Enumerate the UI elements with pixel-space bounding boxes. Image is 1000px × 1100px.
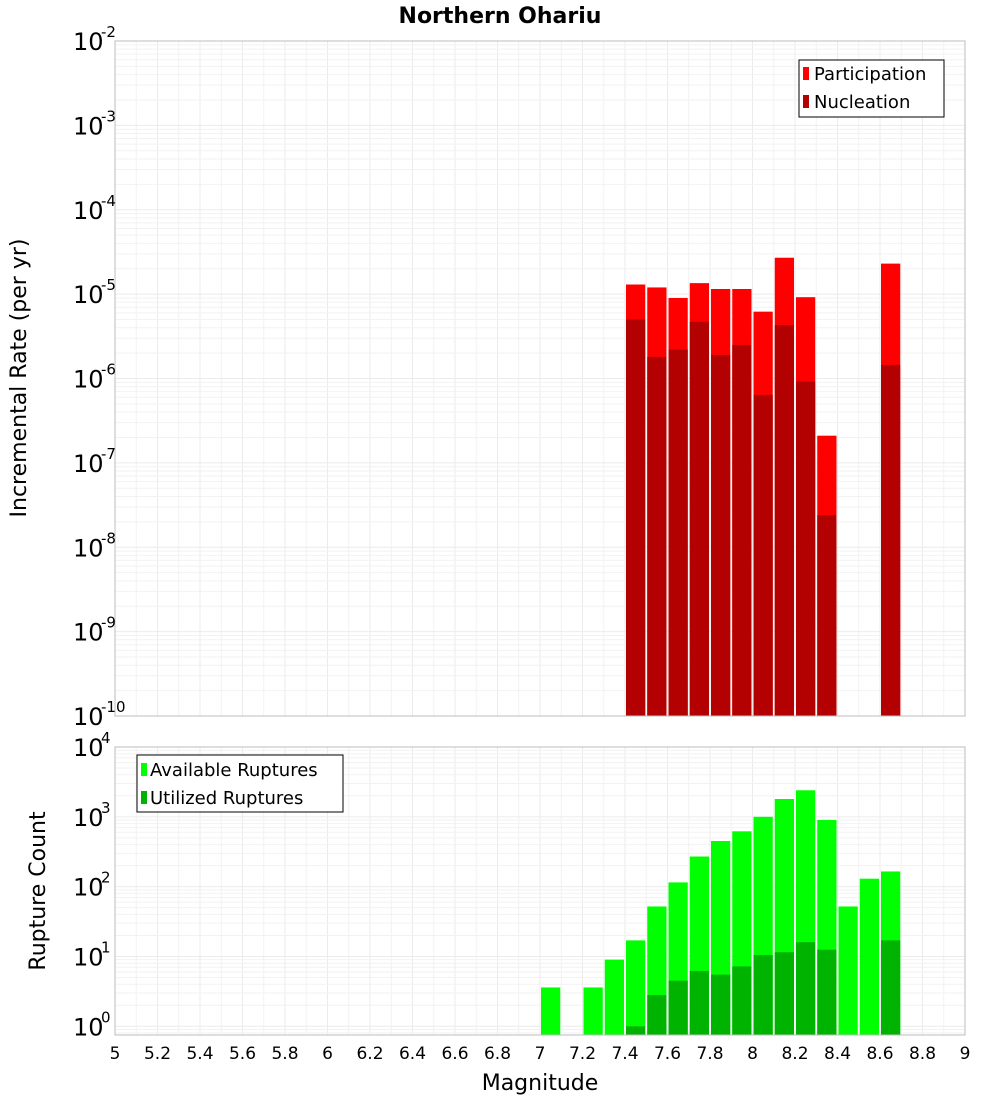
top-y-tick-label: 10 (73, 450, 104, 478)
x-tick-label: 5.4 (186, 1044, 213, 1064)
bottom-y-tick-label: 10 (73, 734, 104, 762)
bottom-y-tick-label: 10 (73, 804, 104, 832)
x-tick-label: 5.2 (144, 1044, 171, 1064)
bottom-y-tick-exponent: 3 (101, 799, 111, 817)
x-tick-label: 6.4 (399, 1044, 426, 1064)
top-y-tick-label: 10 (73, 197, 104, 225)
top-y-tick-exponent: -3 (101, 107, 116, 125)
nucleation-bar (817, 515, 837, 716)
bottom-y-tick-label: 10 (73, 943, 104, 971)
available-ruptures-bar (583, 987, 603, 1035)
nucleation-bar (732, 344, 752, 716)
top-legend-box (798, 59, 945, 118)
utilized-ruptures-bar (647, 995, 667, 1035)
top-y-tick-exponent: -9 (101, 614, 116, 632)
nucleation-bar (647, 356, 667, 716)
bottom-y-tick-exponent: 0 (101, 1008, 111, 1026)
top-y-tick-label: 10 (73, 619, 104, 647)
nucleation-bar (753, 394, 773, 716)
utilized-ruptures-bar (753, 954, 773, 1035)
x-tick-label: 6.2 (356, 1044, 383, 1064)
available-ruptures-bar (604, 959, 624, 1035)
nucleation-bar (711, 354, 731, 716)
utilized-ruptures-bar (817, 949, 837, 1035)
x-tick-label: 6 (322, 1044, 333, 1064)
utilized-ruptures-bar (732, 966, 752, 1035)
x-tick-label: 6.8 (484, 1044, 511, 1064)
available-ruptures-bar (859, 878, 879, 1035)
x-tick-label: 7 (535, 1044, 546, 1064)
x-axis-label: Magnitude (482, 1071, 599, 1096)
x-tick-label: 8.8 (909, 1044, 936, 1064)
x-tick-label: 9 (960, 1044, 971, 1064)
nucleation-swatch (803, 95, 809, 108)
top-legend: Participation Nucleation (798, 59, 945, 118)
x-tick-label: 7.8 (696, 1044, 723, 1064)
top-y-tick-exponent: -7 (101, 445, 116, 463)
bottom-y-tick-label: 10 (73, 1013, 104, 1041)
nucleation-legend-label: Nucleation (814, 92, 910, 113)
top-y-tick-exponent: -4 (101, 192, 116, 210)
nucleation-bar (774, 325, 794, 716)
top-y-tick-exponent: -10 (101, 698, 126, 716)
top-y-tick-label: 10 (73, 534, 104, 562)
top-y-tick-exponent: -8 (101, 529, 116, 547)
x-tick-label: 8 (747, 1044, 758, 1064)
bottom-plot-frame (114, 746, 966, 1036)
participation-legend-label: Participation (814, 64, 926, 85)
x-tick-label: 5.8 (271, 1044, 298, 1064)
top-y-tick-label: 10 (73, 112, 104, 140)
x-tick-label: 8.2 (781, 1044, 808, 1064)
available-ruptures-bar (541, 987, 561, 1035)
bottom-y-tick-exponent: 2 (101, 869, 111, 887)
utilized-ruptures-bar (711, 974, 731, 1035)
bottom-legend-box (136, 754, 344, 813)
top-y-tick-exponent: -2 (101, 23, 116, 41)
bottom-legend: Available Ruptures Utilized Ruptures (136, 754, 344, 813)
x-tick-label: 7.4 (611, 1044, 638, 1064)
utilized-ruptures-bar (881, 940, 901, 1035)
top-y-tick-label: 10 (73, 281, 104, 309)
x-tick-label: 7.2 (569, 1044, 596, 1064)
participation-swatch (803, 67, 809, 80)
bottom-y-tick-label: 10 (73, 874, 104, 902)
x-tick-label: 7.6 (654, 1044, 681, 1064)
utilized-ruptures-bar (668, 980, 688, 1035)
nucleation-bar (689, 321, 709, 716)
x-tick-label: 5.6 (229, 1044, 256, 1064)
top-y-tick-label: 10 (73, 366, 104, 394)
utilized-swatch (141, 791, 147, 804)
top-y-tick-label: 10 (73, 703, 104, 731)
nucleation-bar (626, 319, 646, 716)
bottom-y-axis-label: Rupture Count (26, 811, 51, 971)
utilized-legend-label: Utilized Ruptures (150, 788, 303, 809)
x-tick-label: 8.6 (866, 1044, 893, 1064)
x-tick-label: 8.4 (824, 1044, 851, 1064)
top-y-tick-exponent: -5 (101, 276, 116, 294)
bottom-y-tick-exponent: 4 (101, 729, 111, 747)
available-legend-label: Available Ruptures (150, 760, 318, 781)
nucleation-bar (796, 381, 816, 716)
utilized-ruptures-bar (796, 942, 816, 1035)
x-tick-label: 5 (110, 1044, 121, 1064)
top-y-axis-label: Incremental Rate (per yr) (7, 239, 32, 518)
top-plot-frame (114, 40, 966, 717)
chart-title: Northern Ohariu (399, 4, 602, 29)
available-ruptures-bar (838, 906, 858, 1035)
top-y-tick-label: 10 (73, 28, 104, 56)
nucleation-bar (881, 364, 901, 716)
utilized-ruptures-bar (626, 1026, 646, 1035)
nucleation-bar (668, 349, 688, 716)
x-tick-label: 6.6 (441, 1044, 468, 1064)
utilized-ruptures-bar (689, 970, 709, 1035)
bottom-y-tick-exponent: 1 (101, 938, 111, 956)
top-y-tick-exponent: -6 (101, 361, 116, 379)
available-swatch (141, 763, 147, 776)
available-ruptures-bar (626, 940, 646, 1035)
utilized-ruptures-bar (774, 952, 794, 1035)
